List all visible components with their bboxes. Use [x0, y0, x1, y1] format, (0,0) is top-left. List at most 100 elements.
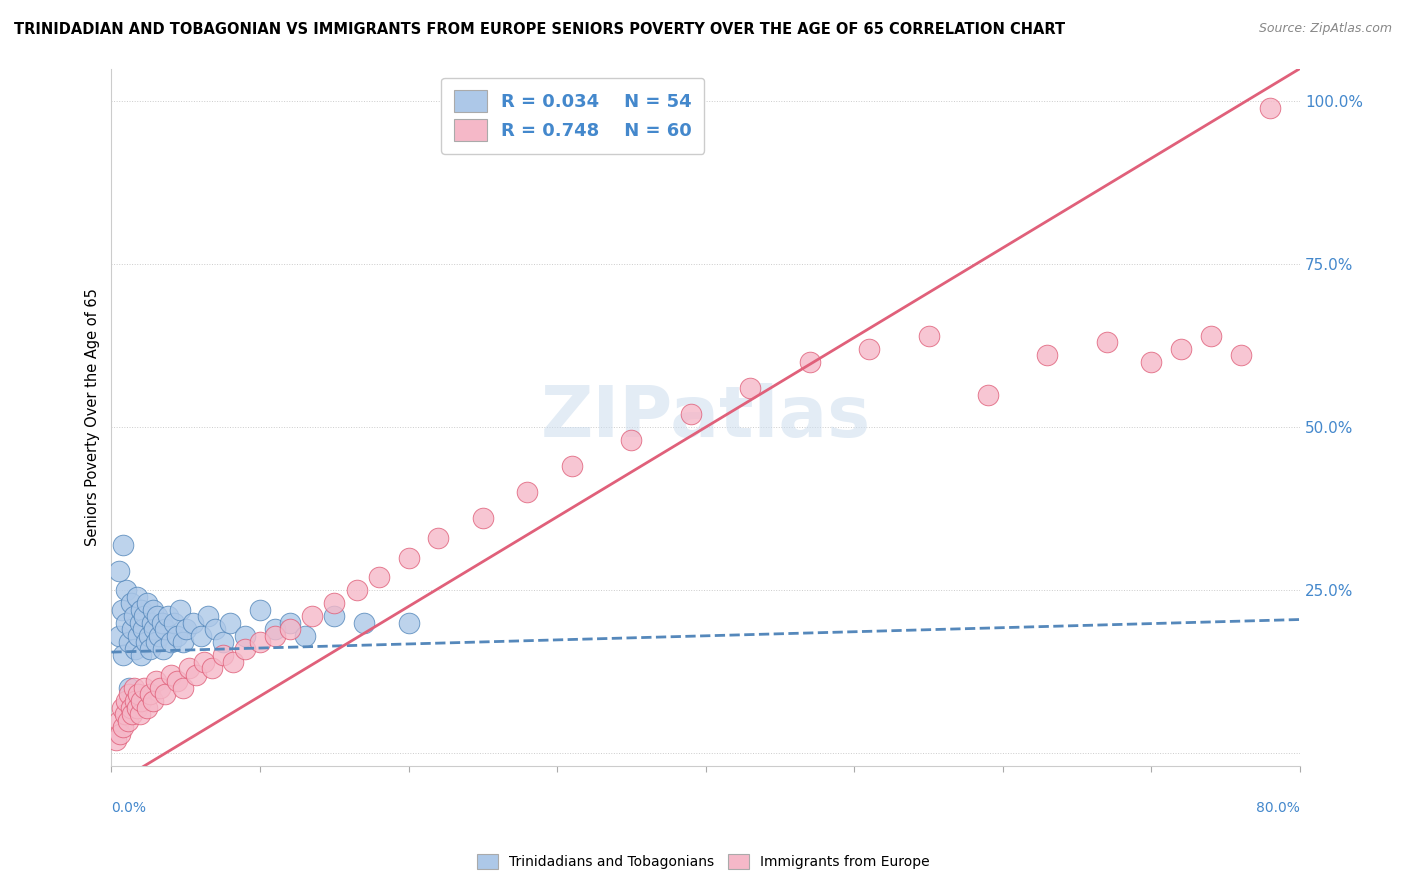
Point — [115, 583, 138, 598]
Point — [108, 714, 131, 728]
Point — [278, 615, 301, 630]
Point — [679, 407, 702, 421]
Point — [138, 629, 160, 643]
Point — [120, 700, 142, 714]
Point — [858, 342, 880, 356]
Point — [1258, 101, 1281, 115]
Point — [233, 641, 256, 656]
Point — [222, 655, 245, 669]
Point — [148, 629, 170, 643]
Point — [152, 641, 174, 656]
Legend: Trinidadians and Tobagonians, Immigrants from Europe: Trinidadians and Tobagonians, Immigrants… — [470, 847, 936, 876]
Point — [561, 459, 583, 474]
Point — [398, 550, 420, 565]
Point — [166, 674, 188, 689]
Point — [153, 622, 176, 636]
Point — [125, 590, 148, 604]
Point — [145, 635, 167, 649]
Point — [127, 629, 149, 643]
Point — [1095, 335, 1118, 350]
Point — [1170, 342, 1192, 356]
Point — [263, 622, 285, 636]
Point — [104, 733, 127, 747]
Point — [249, 635, 271, 649]
Point — [124, 641, 146, 656]
Point — [181, 615, 204, 630]
Legend: R = 0.034    N = 54, R = 0.748    N = 60: R = 0.034 N = 54, R = 0.748 N = 60 — [441, 78, 704, 154]
Point — [115, 694, 138, 708]
Point — [129, 603, 152, 617]
Point — [160, 635, 183, 649]
Point — [471, 511, 494, 525]
Point — [346, 583, 368, 598]
Point — [398, 615, 420, 630]
Point — [172, 681, 194, 695]
Point — [111, 603, 134, 617]
Point — [166, 629, 188, 643]
Point — [139, 688, 162, 702]
Point — [121, 707, 143, 722]
Point — [249, 603, 271, 617]
Point — [201, 661, 224, 675]
Point — [353, 615, 375, 630]
Point — [142, 603, 165, 617]
Point — [131, 622, 153, 636]
Point — [153, 688, 176, 702]
Point — [110, 726, 132, 740]
Point — [620, 433, 643, 447]
Point — [128, 615, 150, 630]
Point — [127, 688, 149, 702]
Point — [120, 596, 142, 610]
Point — [121, 622, 143, 636]
Point — [118, 688, 141, 702]
Point — [160, 668, 183, 682]
Point — [169, 603, 191, 617]
Point — [118, 681, 141, 695]
Text: Source: ZipAtlas.com: Source: ZipAtlas.com — [1258, 22, 1392, 36]
Point — [146, 609, 169, 624]
Point — [204, 622, 226, 636]
Point — [197, 609, 219, 624]
Point — [129, 694, 152, 708]
Point — [1229, 348, 1251, 362]
Point — [156, 609, 179, 624]
Point — [117, 714, 139, 728]
Point — [128, 707, 150, 722]
Point — [149, 681, 172, 695]
Point — [367, 570, 389, 584]
Point — [163, 615, 186, 630]
Point — [427, 531, 450, 545]
Point — [177, 661, 200, 675]
Text: ZIPatlas: ZIPatlas — [541, 383, 870, 452]
Point — [1199, 329, 1222, 343]
Point — [174, 622, 197, 636]
Point — [129, 648, 152, 663]
Point — [115, 615, 138, 630]
Point — [1036, 348, 1059, 362]
Point — [301, 609, 323, 624]
Y-axis label: Seniors Poverty Over the Age of 65: Seniors Poverty Over the Age of 65 — [86, 288, 100, 546]
Point — [114, 707, 136, 722]
Text: 80.0%: 80.0% — [1256, 801, 1301, 815]
Point — [122, 681, 145, 695]
Text: TRINIDADIAN AND TOBAGONIAN VS IMMIGRANTS FROM EUROPE SENIORS POVERTY OVER THE AG: TRINIDADIAN AND TOBAGONIAN VS IMMIGRANTS… — [14, 22, 1066, 37]
Point — [193, 655, 215, 669]
Point — [740, 381, 762, 395]
Point — [111, 700, 134, 714]
Point — [150, 615, 173, 630]
Point — [799, 355, 821, 369]
Point — [135, 635, 157, 649]
Point — [917, 329, 939, 343]
Point — [125, 700, 148, 714]
Point — [122, 609, 145, 624]
Point — [136, 700, 159, 714]
Point — [190, 629, 212, 643]
Point — [136, 596, 159, 610]
Point — [516, 485, 538, 500]
Point — [124, 694, 146, 708]
Point — [141, 615, 163, 630]
Point — [211, 648, 233, 663]
Point — [219, 615, 242, 630]
Point — [139, 641, 162, 656]
Point — [278, 622, 301, 636]
